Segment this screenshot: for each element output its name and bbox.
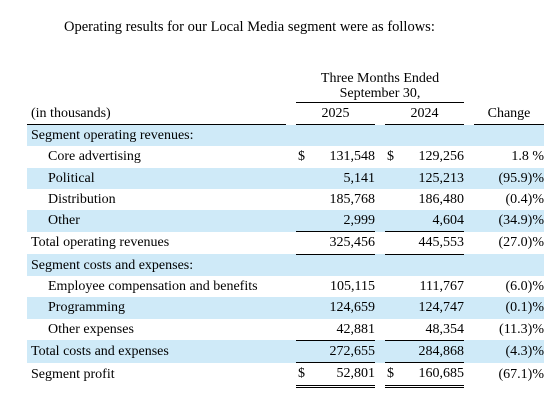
currency-symbol: $ bbox=[387, 149, 394, 165]
value-2025: 185,768 bbox=[329, 191, 376, 207]
subtotal-row: Total operating revenues 325,456 445,553… bbox=[27, 231, 544, 255]
value-2025: 5,141 bbox=[316, 167, 375, 189]
section-heading-row: Segment costs and expenses: bbox=[27, 254, 544, 277]
row-label: Distribution bbox=[48, 191, 116, 207]
change-value: (4.3)% bbox=[474, 340, 544, 363]
change-value: (0.4)% bbox=[505, 191, 544, 207]
section-heading-row: Segment operating revenues: bbox=[27, 124, 544, 147]
subtotal-row: Total costs and expenses 272,655 284,868… bbox=[27, 340, 544, 364]
value-2024: 160,685 bbox=[405, 362, 464, 388]
column-header-2024: 2024 bbox=[385, 102, 464, 125]
currency-symbol: $ bbox=[385, 362, 405, 388]
row-label: Other bbox=[27, 210, 286, 232]
value-2025: 42,881 bbox=[316, 318, 375, 341]
row-label: Total operating revenues bbox=[31, 235, 170, 251]
value-2025: 2,999 bbox=[316, 210, 375, 233]
header-columns-row: (in thousands) 2025 2024 Change bbox=[27, 102, 544, 125]
value-2024: 284,868 bbox=[405, 340, 464, 364]
change-value: (67.1)% bbox=[498, 366, 544, 382]
column-header-2025: 2025 bbox=[296, 102, 375, 125]
currency-symbol: $ bbox=[296, 362, 316, 388]
change-value: (95.9)% bbox=[474, 167, 544, 189]
value-2025: 124,659 bbox=[316, 297, 375, 319]
table-row: Political 5,141 125,213 (95.9)% bbox=[27, 167, 544, 189]
segment-results-table: Three Months Ended September 30, (in tho… bbox=[27, 69, 544, 388]
value-2024: 186,480 bbox=[418, 191, 465, 207]
header-period-row: Three Months Ended September 30, bbox=[27, 69, 544, 103]
value-2024: 125,213 bbox=[405, 167, 464, 189]
row-label: Programming bbox=[27, 297, 286, 319]
value-2025: 52,801 bbox=[316, 362, 375, 388]
value-2024: 129,256 bbox=[418, 149, 465, 165]
row-label: Segment profit bbox=[31, 366, 115, 382]
table-row: Distribution 185,768 186,480 (0.4)% bbox=[27, 189, 544, 210]
column-header-change: Change bbox=[474, 102, 544, 125]
table-row: Other 2,999 4,604 (34.9)% bbox=[27, 210, 544, 233]
value-2024: 48,354 bbox=[405, 318, 464, 341]
change-value: (6.0)% bbox=[505, 279, 544, 295]
table-row: Employee compensation and benefits 105,1… bbox=[27, 276, 544, 297]
total-row: Segment profit $ 52,801 $ 160,685 (67.1)… bbox=[27, 362, 544, 388]
change-value: (0.1)% bbox=[474, 297, 544, 319]
value-2025: 272,655 bbox=[316, 340, 375, 364]
value-2025: 131,548 bbox=[329, 149, 376, 165]
table-row: Other expenses 42,881 48,354 (11.3)% bbox=[27, 318, 544, 341]
value-2024: 124,747 bbox=[405, 297, 464, 319]
value-2024: 111,767 bbox=[419, 279, 464, 295]
period-header: Three Months Ended September 30, bbox=[296, 69, 464, 103]
row-label: Political bbox=[27, 167, 286, 189]
change-value: (27.0)% bbox=[498, 235, 544, 251]
row-label: Total costs and expenses bbox=[27, 340, 286, 363]
change-value: 1.8 % bbox=[511, 149, 544, 165]
change-value: (34.9)% bbox=[474, 210, 544, 232]
value-2024: 445,553 bbox=[405, 231, 464, 255]
table-row: Core advertising $ 131,548 $ 129,256 1.8… bbox=[27, 146, 544, 167]
row-label: Employee compensation and benefits bbox=[48, 279, 258, 295]
change-value: (11.3)% bbox=[499, 321, 544, 337]
value-2025: 105,115 bbox=[330, 279, 375, 295]
row-label: Other expenses bbox=[48, 321, 134, 337]
intro-text: Operating results for our Local Media se… bbox=[64, 19, 435, 35]
currency-symbol: $ bbox=[298, 149, 305, 165]
value-2024: 4,604 bbox=[405, 210, 464, 233]
units-label: (in thousands) bbox=[27, 102, 286, 125]
row-label: Segment operating revenues: bbox=[27, 124, 286, 147]
row-label: Core advertising bbox=[48, 149, 141, 165]
table-row: Programming 124,659 124,747 (0.1)% bbox=[27, 297, 544, 319]
value-2025: 325,456 bbox=[316, 231, 375, 255]
row-label: Segment costs and expenses: bbox=[27, 254, 286, 277]
